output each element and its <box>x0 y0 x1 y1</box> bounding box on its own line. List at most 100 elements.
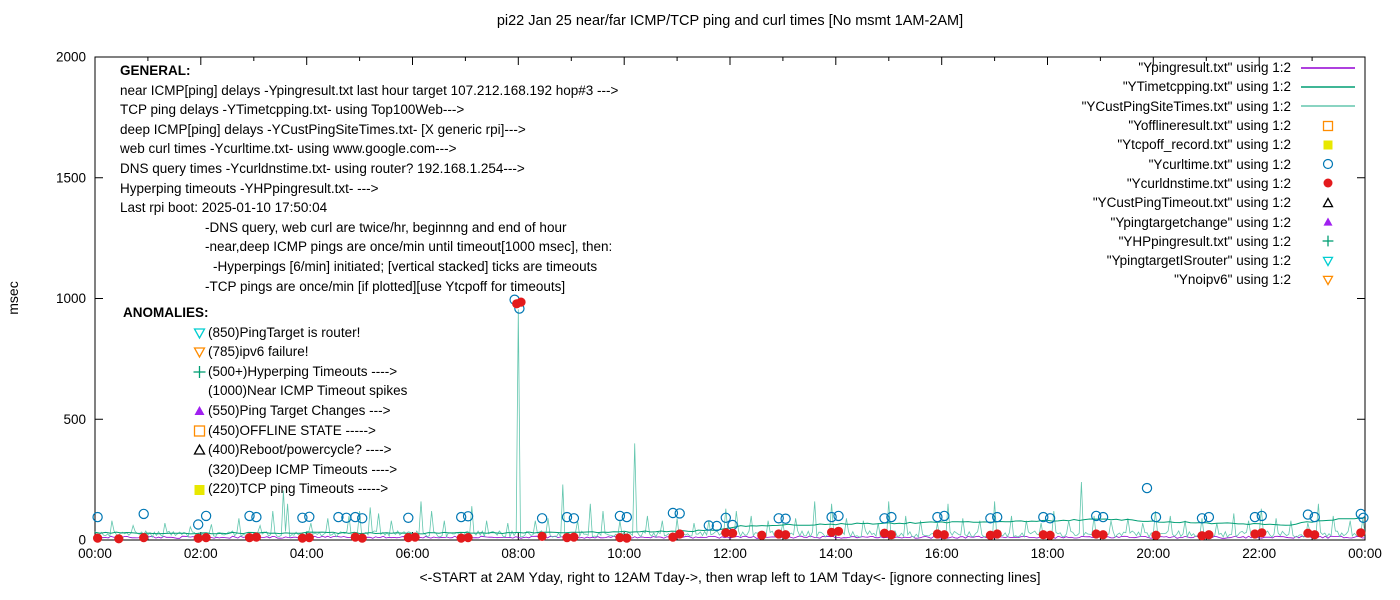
triangle-up-open-icon <box>1299 195 1357 211</box>
legend-entry: "Ypingtargetchange" using 1:2 <box>1082 212 1357 231</box>
triangle-up-filled-icon <box>1299 214 1357 230</box>
plus-icon <box>1299 233 1357 249</box>
anomaly-label: (785)ipv6 failure! <box>208 344 309 360</box>
legend-entry: "Ycurltime.txt" using 1:2 <box>1082 154 1357 173</box>
triangle-up-open-icon <box>191 442 207 458</box>
Ycurltime-points <box>92 294 1369 532</box>
general-notes-block: GENERAL: near ICMP[ping] delays -Ypingre… <box>120 61 618 296</box>
general-lines: near ICMP[ping] delays -Ypingresult.txt … <box>120 81 618 297</box>
legend-entry-label: "YTimetcpping.txt" using 1:2 <box>1122 79 1291 95</box>
legend-entry: "Ynoipv6" using 1:2 <box>1082 270 1357 289</box>
anomaly-label: (400)Reboot/powercycle? ----> <box>208 442 392 458</box>
general-note-line: Hyperping timeouts -YHPpingresult.txt- -… <box>120 180 379 196</box>
legend-entry: "Ytcpoff_record.txt" using 1:2 <box>1082 135 1357 154</box>
legend-entry: "YHPpingresult.txt" using 1:2 <box>1082 232 1357 251</box>
x-axis-label: <-START at 2AM Yday, right to 12AM Tday-… <box>419 569 1041 585</box>
anomaly-item: (850)PingTarget is router! <box>191 323 407 343</box>
general-note-line: deep ICMP[ping] delays -YCustPingSiteTim… <box>120 121 526 137</box>
legend-entry: "YCustPingSiteTimes.txt" using 1:2 <box>1082 97 1357 116</box>
plus-icon <box>191 364 207 380</box>
chart-title: pi22 Jan 25 near/far ICMP/TCP ping and c… <box>496 13 964 29</box>
y-tick-label: 0 <box>78 533 86 548</box>
triangle-down-open-icon <box>1299 253 1357 269</box>
anomaly-label: (500+)Hyperping Timeouts ----> <box>208 363 398 379</box>
legend-entry: "Ypingresult.txt" using 1:2 <box>1082 58 1357 77</box>
general-note-line: web curl times -Ycurltime.txt- using www… <box>120 141 457 157</box>
anomaly-item: (1000)Near ICMP Timeout spikes <box>191 381 407 401</box>
legend-entry-label: "Ycurldnstime.txt" using 1:2 <box>1126 175 1291 191</box>
anomaly-item: (320)Deep ICMP Timeouts ----> <box>191 460 407 480</box>
y-tick-label: 500 <box>63 412 86 427</box>
general-note-line: -TCP pings are once/min [if plotted][use… <box>205 278 566 294</box>
anomaly-label: (550)Ping Target Changes ---> <box>208 402 391 418</box>
legend-entry-label: "Ytcpoff_record.txt" using 1:2 <box>1117 137 1291 153</box>
circle-open-icon <box>1299 156 1357 172</box>
square-filled-icon <box>191 481 207 497</box>
x-tick-label: 16:00 <box>925 546 959 561</box>
x-tick-label: 08:00 <box>501 546 535 561</box>
anomaly-item: (500+)Hyperping Timeouts ----> <box>191 362 407 382</box>
anomaly-items: (850)PingTarget is router! (785)ipv6 fail… <box>123 323 407 499</box>
general-note-line: DNS query times -Ycurldnstime.txt- using… <box>120 160 525 176</box>
x-tick-label: 12:00 <box>713 546 747 561</box>
x-tick-label: 10:00 <box>607 546 641 561</box>
legend-entry: "YCustPingTimeout.txt" using 1:2 <box>1082 193 1357 212</box>
legend-entry-label: "YCustPingTimeout.txt" using 1:2 <box>1092 195 1291 211</box>
anomaly-label: (220)TCP ping Timeouts -----> <box>208 481 389 497</box>
x-tick-label: 00:00 <box>1348 546 1382 561</box>
line-sample-icon <box>1299 79 1357 95</box>
general-note-line: -Hyperpings [6/min] initiated; [vertical… <box>213 258 598 274</box>
x-tick-label: 22:00 <box>1242 546 1276 561</box>
chart-legend: "Ypingresult.txt" using 1:2 "YTimetcpping… <box>1082 58 1357 290</box>
anomalies-heading: ANOMALIES: <box>123 305 209 320</box>
circle-filled-icon <box>1299 175 1357 191</box>
anomaly-label: (320)Deep ICMP Timeouts ----> <box>208 461 398 477</box>
legend-entry: "Ycurldnstime.txt" using 1:2 <box>1082 174 1357 193</box>
x-tick-label: 18:00 <box>1031 546 1065 561</box>
legend-entry: "YTimetcpping.txt" using 1:2 <box>1082 77 1357 96</box>
square-filled-icon <box>1299 137 1357 153</box>
anomalies-block: ANOMALIES: (850)PingTarget is router! (78… <box>123 303 407 499</box>
anomaly-item: (550)Ping Target Changes ---> <box>191 401 407 421</box>
anomaly-label: (1000)Near ICMP Timeout spikes <box>208 383 408 399</box>
legend-entry-label: "Yofflineresult.txt" using 1:2 <box>1128 118 1291 134</box>
legend-entry-label: "Ycurltime.txt" using 1:2 <box>1148 156 1291 172</box>
legend-entry: "Yofflineresult.txt" using 1:2 <box>1082 116 1357 135</box>
anomaly-item: (785)ipv6 failure! <box>191 342 407 362</box>
legend-entry: "YpingtargetISrouter" using 1:2 <box>1082 251 1357 270</box>
no-marker <box>191 383 207 399</box>
legend-entry-label: "YpingtargetISrouter" using 1:2 <box>1106 253 1291 269</box>
anomaly-item: (400)Reboot/powercycle? ----> <box>191 440 407 460</box>
triangle-down-open-icon <box>191 344 207 360</box>
anomaly-label: (450)OFFLINE STATE -----> <box>208 422 376 438</box>
square-open-icon <box>1299 118 1357 134</box>
general-note-line: -DNS query, web curl are twice/hr, begin… <box>205 219 567 235</box>
x-tick-label: 20:00 <box>1136 546 1170 561</box>
y-tick-label: 1000 <box>56 291 86 306</box>
general-note-line: TCP ping delays -YTimetcpping.txt- using… <box>120 102 465 118</box>
general-heading: GENERAL: <box>120 63 191 78</box>
triangle-down-open-icon <box>191 324 207 340</box>
anomaly-item: (220)TCP ping Timeouts -----> <box>191 479 407 499</box>
general-note-line: Last rpi boot: 2025-01-10 17:50:04 <box>120 200 328 216</box>
legend-entry-label: "Ypingtargetchange" using 1:2 <box>1110 214 1291 230</box>
legend-entry-label: "Ypingresult.txt" using 1:2 <box>1138 60 1291 76</box>
anomaly-item: (450)OFFLINE STATE -----> <box>191 421 407 441</box>
square-open-icon <box>191 422 207 438</box>
triangle-up-filled-icon <box>191 403 207 419</box>
legend-entry-label: "YHPpingresult.txt" using 1:2 <box>1118 233 1291 249</box>
Ycurldnstime-points <box>93 297 1366 544</box>
x-tick-label: 04:00 <box>290 546 324 561</box>
triangle-down-open-icon <box>1299 272 1357 288</box>
y-tick-label: 1500 <box>56 170 86 185</box>
x-tick-label: 14:00 <box>819 546 853 561</box>
y-tick-label: 2000 <box>56 50 86 65</box>
legend-entry-label: "Ynoipv6" using 1:2 <box>1174 272 1291 288</box>
x-tick-label: 02:00 <box>184 546 218 561</box>
line-sample-icon <box>1299 60 1357 76</box>
line-sample-icon <box>1299 98 1357 114</box>
x-tick-label: 06:00 <box>396 546 430 561</box>
no-marker <box>191 462 207 478</box>
